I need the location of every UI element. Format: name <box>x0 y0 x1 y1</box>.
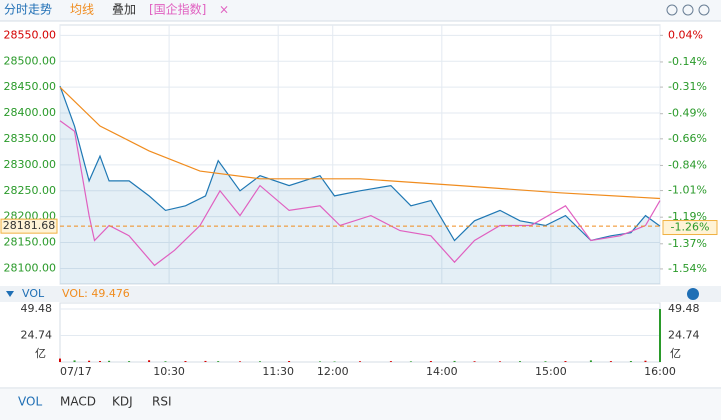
volume-bar <box>499 361 501 362</box>
volume-frame <box>59 302 661 363</box>
volume-bar <box>59 358 61 362</box>
y-tick-label: 28450.00 <box>4 80 57 93</box>
volume-bar <box>99 361 101 362</box>
unit-label-right: 亿 <box>670 347 681 360</box>
x-tick-label: 11:30 <box>262 365 294 378</box>
avg-toggle[interactable]: 均线 <box>70 3 94 17</box>
volume-bar <box>204 360 207 362</box>
volume-bar <box>429 361 432 362</box>
y2-tick-label: -0.14% <box>668 55 707 68</box>
last-change-label: -1.26% <box>671 221 710 234</box>
volume-bar <box>409 361 412 362</box>
last-price-box <box>0 218 58 234</box>
y2-tick-label: 49.48 <box>668 302 700 315</box>
last-change-box <box>662 220 718 236</box>
indicator-tab[interactable]: RSI <box>152 395 172 409</box>
series-line <box>59 85 661 242</box>
volume-bar <box>389 361 392 362</box>
indicator-legend: VOL: 49.476 <box>62 287 130 300</box>
volume-bar <box>73 360 76 362</box>
volume-bar <box>629 361 632 362</box>
overlay-index[interactable]: [国企指数] <box>149 2 206 17</box>
x-tick-label: 10:30 <box>153 365 185 378</box>
y-tick-label: 28550.00 <box>4 28 57 41</box>
series-line <box>59 120 661 267</box>
tabs-bar <box>0 389 721 420</box>
y2-tick-label: -1.54% <box>668 262 707 275</box>
indicator-tab[interactable]: MACD <box>60 395 96 409</box>
y2-tick-label: 0.04% <box>668 28 703 41</box>
collapse-icon[interactable] <box>6 291 14 297</box>
y2-tick-label: -1.01% <box>668 184 707 197</box>
volume-bar <box>589 360 592 362</box>
last-price-label: 28181.68 <box>3 219 56 232</box>
volume-bar <box>239 361 241 362</box>
volume-bar <box>259 361 261 362</box>
indicator-name: VOL <box>22 287 45 300</box>
x-tick-label: 14:00 <box>426 365 458 378</box>
tab-intraday[interactable]: 分时走势 <box>4 3 52 17</box>
volume-bar <box>164 361 167 362</box>
refresh-icon[interactable] <box>666 4 678 16</box>
y2-tick-label: -0.31% <box>668 80 707 93</box>
y-tick-label: 28150.00 <box>4 236 57 249</box>
volume-bar <box>473 361 476 362</box>
y2-tick-label: -1.19% <box>668 210 707 223</box>
volume-bar <box>319 361 321 362</box>
y-tick-label: 28350.00 <box>4 132 57 145</box>
x-tick-label: 15:00 <box>535 365 567 378</box>
y-tick-label: 24.74 <box>21 329 53 342</box>
price-area <box>60 86 660 284</box>
volume-bar <box>544 361 547 362</box>
y2-tick-label: -0.66% <box>668 132 707 145</box>
y-tick-label: 28300.00 <box>4 158 57 171</box>
x-tick-label: 12:00 <box>317 365 349 378</box>
zoom-out-icon[interactable] <box>682 4 694 16</box>
y-tick-label: 28250.00 <box>4 184 57 197</box>
volume-bar <box>108 360 111 362</box>
indicator-header <box>0 286 721 302</box>
volume-bar <box>88 360 91 362</box>
volume-bar <box>564 361 567 362</box>
series-line <box>59 86 661 200</box>
overlay-toggle[interactable]: 叠加 <box>112 3 136 17</box>
volume-bar <box>184 361 187 362</box>
volume-bar <box>453 360 456 362</box>
x-tick-label: 16:00 <box>644 365 676 378</box>
y2-tick-label: 24.74 <box>668 329 700 342</box>
y2-tick-label: -1.37% <box>668 237 707 250</box>
volume-bar <box>128 361 131 362</box>
zoom-in-icon[interactable] <box>698 4 710 16</box>
y2-tick-label: -0.84% <box>668 158 707 171</box>
y-tick-label: 28500.00 <box>4 54 57 67</box>
volume-bar <box>148 360 151 362</box>
y-tick-label: 49.48 <box>21 302 53 315</box>
volume-bar <box>659 309 661 362</box>
indicator-tab[interactable]: VOL <box>18 395 42 409</box>
volume-bar <box>644 360 647 362</box>
y2-tick-label: -0.49% <box>668 107 707 120</box>
overlay-close[interactable]: × <box>219 3 229 17</box>
volume-bar <box>519 361 521 362</box>
indicator-tab[interactable]: KDJ <box>112 395 133 409</box>
volume-bar <box>609 361 612 362</box>
volume-bar <box>359 361 361 362</box>
volume-bar <box>217 361 220 362</box>
volume-bar <box>288 361 291 362</box>
toolbar <box>0 0 721 21</box>
y-tick-label: 28400.00 <box>4 106 57 119</box>
x-tick-label: 07/17 <box>60 365 92 378</box>
volume-bar <box>333 361 336 362</box>
expand-icon[interactable] <box>687 288 699 300</box>
y-tick-label: 28100.00 <box>4 261 57 274</box>
unit-label: 亿 <box>35 347 46 360</box>
